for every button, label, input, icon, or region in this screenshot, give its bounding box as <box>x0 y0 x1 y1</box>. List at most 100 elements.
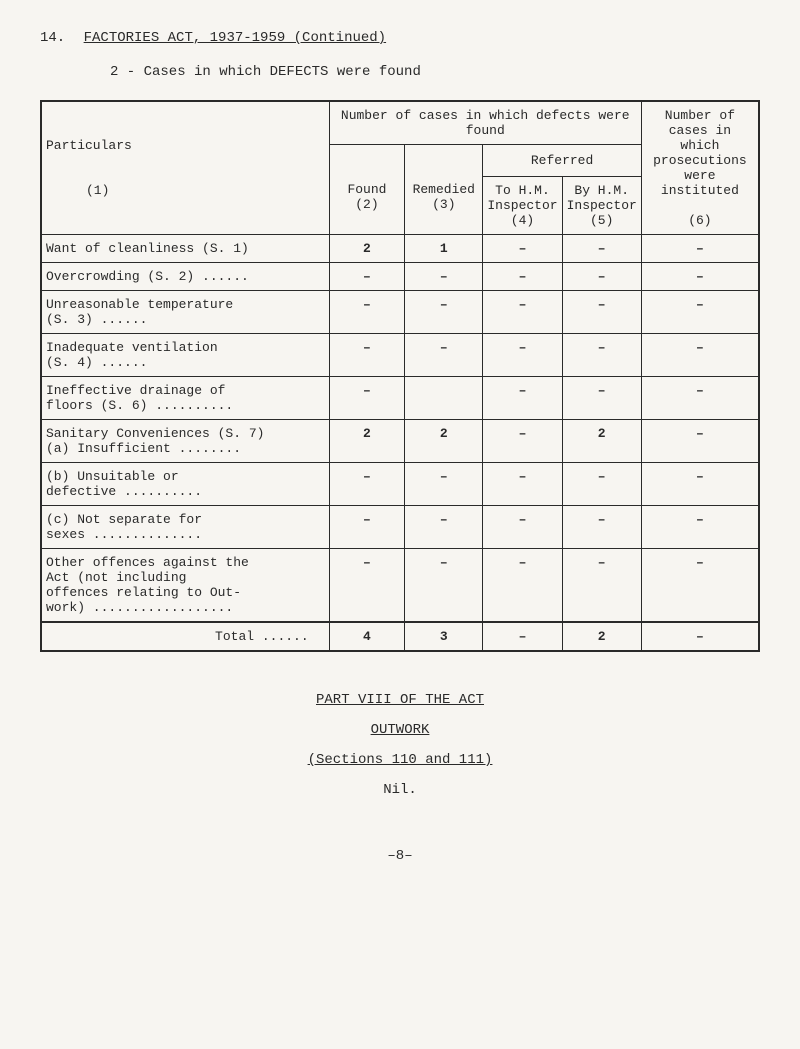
row-cell: – <box>405 506 483 549</box>
row-label: (c) Not separate for sexes .............… <box>41 506 329 549</box>
row-cell: 2 <box>329 420 405 463</box>
row-cell: – <box>329 377 405 420</box>
row-cell: – <box>329 334 405 377</box>
row-cell: – <box>405 549 483 623</box>
row-cell: – <box>329 549 405 623</box>
total-c3: 3 <box>405 622 483 651</box>
row-cell: – <box>405 263 483 291</box>
row-cell: – <box>483 549 562 623</box>
row-cell: – <box>329 463 405 506</box>
row-cell: – <box>483 263 562 291</box>
row-cell: – <box>641 291 759 334</box>
table-row: (b) Unsuitable or defective ..........––… <box>41 463 759 506</box>
nil-label: Nil. <box>383 782 417 798</box>
row-label: Want of cleanliness (S. 1) <box>41 235 329 263</box>
row-cell: – <box>405 463 483 506</box>
to-hm-label: To H.M. <box>495 183 550 198</box>
table-row: Ineffective drainage of floors (S. 6) ..… <box>41 377 759 420</box>
header-number: 14. <box>40 30 65 46</box>
inspector5-label: Inspector <box>567 198 637 213</box>
header-title: FACTORIES ACT, 1937-1959 (Continued) <box>84 30 386 46</box>
row-label: Inadequate ventilation (S. 4) ...... <box>41 334 329 377</box>
page-number: –8– <box>40 848 760 864</box>
row-cell: – <box>562 291 641 334</box>
col-2-label: (2) <box>355 197 378 212</box>
cases-found-header: Number of cases in which defects were fo… <box>329 101 641 145</box>
part-section: PART VIII OF THE ACT OUTWORK (Sections 1… <box>40 692 760 798</box>
row-label: Overcrowding (S. 2) ...... <box>41 263 329 291</box>
document-header: 14. FACTORIES ACT, 1937-1959 (Continued) <box>40 30 760 46</box>
particulars-header: Particulars (1) <box>41 101 329 235</box>
row-cell: – <box>405 291 483 334</box>
row-cell: – <box>483 463 562 506</box>
row-label: Ineffective drainage of floors (S. 6) ..… <box>41 377 329 420</box>
row-cell: – <box>562 334 641 377</box>
row-cell: – <box>641 420 759 463</box>
row-cell <box>405 377 483 420</box>
defects-table: Particulars (1) Number of cases in which… <box>40 100 760 652</box>
row-cell: – <box>483 377 562 420</box>
table-row: Sanitary Conveniences (S. 7) (a) Insuffi… <box>41 420 759 463</box>
table-row: (c) Not separate for sexes .............… <box>41 506 759 549</box>
row-cell: – <box>562 506 641 549</box>
table-row: Want of cleanliness (S. 1)21––– <box>41 235 759 263</box>
total-c6: – <box>641 622 759 651</box>
table-row: Unreasonable temperature (S. 3) ......––… <box>41 291 759 334</box>
row-cell: – <box>562 235 641 263</box>
row-cell: – <box>483 235 562 263</box>
row-cell: – <box>329 291 405 334</box>
col-4-label: (4) <box>511 213 534 228</box>
row-label: Sanitary Conveniences (S. 7) (a) Insuffi… <box>41 420 329 463</box>
sections-label: (Sections 110 and 111) <box>308 752 493 768</box>
row-cell: – <box>483 506 562 549</box>
row-cell: – <box>562 463 641 506</box>
table-row: Other offences against the Act (not incl… <box>41 549 759 623</box>
total-c4: – <box>483 622 562 651</box>
row-cell: – <box>483 291 562 334</box>
row-cell: – <box>483 334 562 377</box>
row-cell: – <box>329 506 405 549</box>
prosecutions-label: Number of cases in which prosecutions we… <box>653 108 747 198</box>
row-cell: 2 <box>405 420 483 463</box>
row-cell: – <box>562 377 641 420</box>
row-cell: 1 <box>405 235 483 263</box>
row-cell: – <box>329 263 405 291</box>
row-cell: – <box>641 334 759 377</box>
table-row: Inadequate ventilation (S. 4) ......––––… <box>41 334 759 377</box>
found-label: Found <box>347 182 386 197</box>
outwork-label: OUTWORK <box>371 722 430 738</box>
row-label: (b) Unsuitable or defective .......... <box>41 463 329 506</box>
inspector4-label: Inspector <box>487 198 557 213</box>
remedied-label: Remedied <box>413 182 475 197</box>
found-header: Found (2) <box>329 145 405 235</box>
row-cell: – <box>641 463 759 506</box>
total-label: Total ...... <box>41 622 329 651</box>
table-row: Overcrowding (S. 2) ......––––– <box>41 263 759 291</box>
row-label: Other offences against the Act (not incl… <box>41 549 329 623</box>
row-cell: – <box>641 506 759 549</box>
to-hm-header: To H.M. Inspector (4) <box>483 177 562 235</box>
referred-header: Referred <box>483 145 641 177</box>
row-label: Unreasonable temperature (S. 3) ...... <box>41 291 329 334</box>
total-c2: 4 <box>329 622 405 651</box>
part-title: PART VIII OF THE ACT <box>316 692 484 708</box>
col-3-label: (3) <box>432 197 455 212</box>
col-6-label: (6) <box>688 213 711 228</box>
col-5-label: (5) <box>590 213 613 228</box>
row-cell: – <box>562 549 641 623</box>
row-cell: 2 <box>562 420 641 463</box>
row-cell: – <box>562 263 641 291</box>
by-hm-header: By H.M. Inspector (5) <box>562 177 641 235</box>
particulars-label: Particulars <box>46 138 132 153</box>
by-hm-label: By H.M. <box>574 183 629 198</box>
row-cell: – <box>641 549 759 623</box>
subtitle: 2 - Cases in which DEFECTS were found <box>110 64 760 80</box>
prosecutions-header: Number of cases in which prosecutions we… <box>641 101 759 235</box>
row-cell: – <box>405 334 483 377</box>
row-cell: – <box>641 235 759 263</box>
row-cell: – <box>483 420 562 463</box>
total-c5: 2 <box>562 622 641 651</box>
col-1-label: (1) <box>86 183 109 198</box>
row-cell: 2 <box>329 235 405 263</box>
row-cell: – <box>641 377 759 420</box>
